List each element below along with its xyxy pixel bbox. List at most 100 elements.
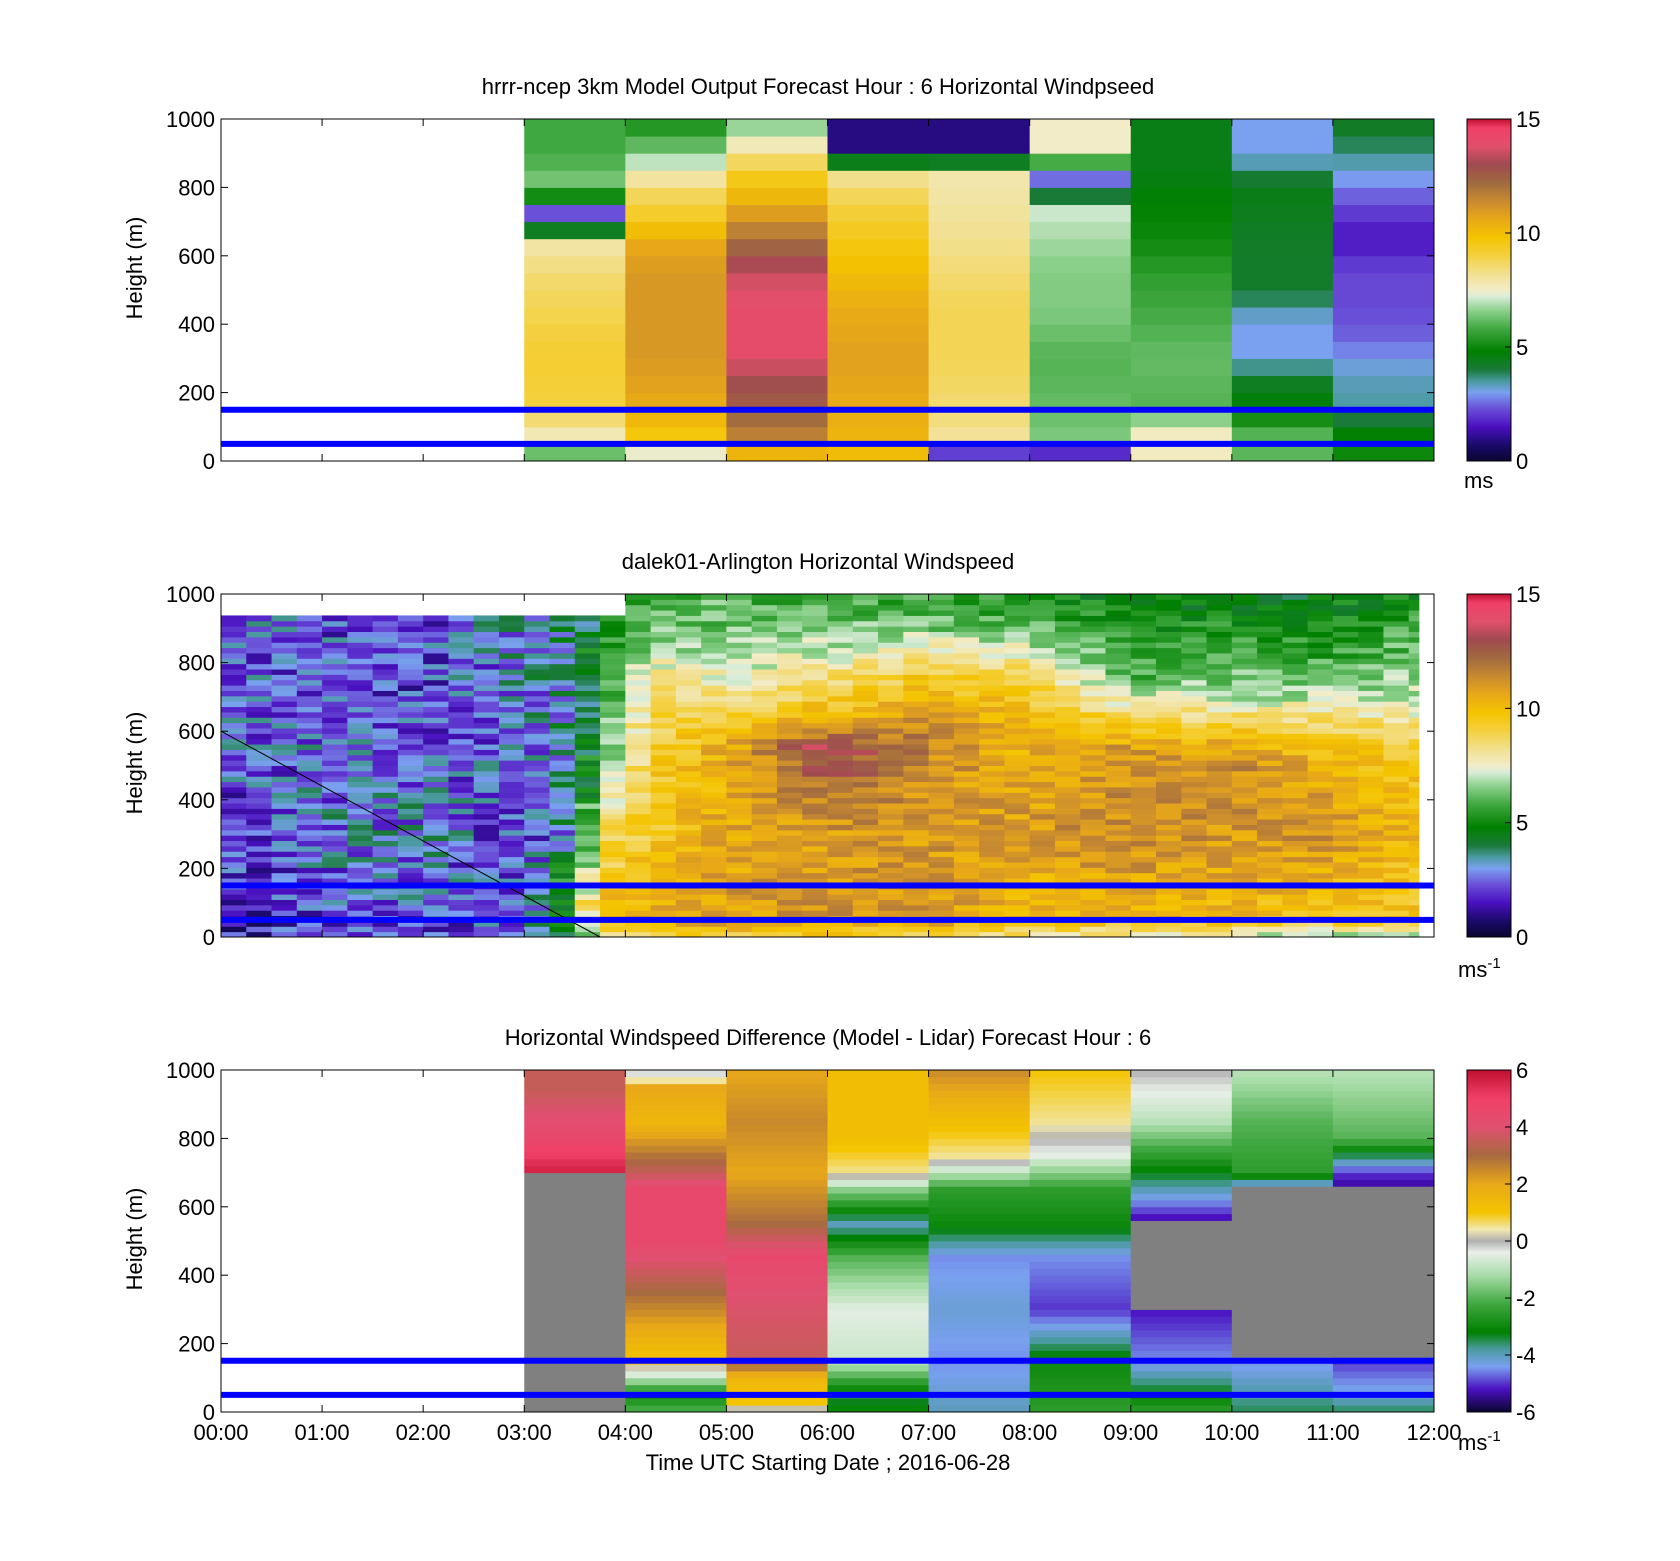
heatmap-cell	[852, 770, 879, 777]
heatmap-cell	[625, 1213, 727, 1221]
heatmap-cell	[1130, 856, 1157, 863]
heatmap-cell	[423, 674, 449, 681]
heatmap-cell	[903, 776, 930, 783]
colorbar-tick-label: 0	[1516, 1229, 1528, 1254]
heatmap-cell	[1257, 754, 1283, 761]
heatmap-cell	[1029, 620, 1056, 627]
heatmap-cell	[1408, 620, 1420, 627]
heatmap-cell	[322, 894, 348, 900]
heatmap-cell	[347, 819, 374, 825]
heatmap-cell	[498, 819, 525, 825]
heatmap-cell	[372, 899, 399, 906]
heatmap-cell	[271, 701, 298, 708]
heatmap-cell	[1307, 861, 1334, 868]
heatmap-cell	[776, 776, 803, 783]
heatmap-cell	[878, 803, 904, 809]
heatmap-cell	[701, 599, 727, 606]
heatmap-cell	[1156, 631, 1182, 638]
heatmap-cell	[498, 926, 525, 933]
heatmap-cell	[928, 1117, 1031, 1126]
heatmap-cell	[1054, 663, 1081, 670]
heatmap-cell	[650, 926, 677, 933]
heatmap-cell	[625, 324, 727, 342]
heatmap-cell	[1181, 610, 1208, 616]
heatmap-cell	[625, 835, 652, 842]
heatmap-cell	[1054, 840, 1081, 847]
heatmap-cell	[953, 631, 980, 638]
heatmap-cell	[1231, 375, 1334, 394]
heatmap-cell	[1231, 878, 1258, 884]
heatmap-cell	[574, 717, 601, 724]
heatmap-cell	[524, 1336, 626, 1345]
heatmap-cell	[979, 760, 1005, 766]
heatmap-cell	[1257, 840, 1283, 847]
heatmap-cell	[852, 674, 879, 681]
heatmap-cell	[1029, 658, 1056, 665]
heatmap-cell	[600, 851, 626, 858]
heatmap-cell	[1282, 824, 1309, 831]
heatmap-cell	[498, 781, 525, 788]
heatmap-cell	[1307, 872, 1334, 879]
heatmap-cell	[498, 797, 525, 804]
heatmap-cell	[347, 733, 374, 740]
heatmap-cell	[397, 829, 424, 836]
heatmap-cell	[322, 695, 348, 702]
heatmap-cell	[928, 1070, 1031, 1078]
heatmap-cell	[1156, 781, 1182, 788]
heatmap-cell	[1029, 170, 1132, 188]
heatmap-cell	[1282, 920, 1309, 927]
heatmap-cell	[1282, 620, 1309, 627]
heatmap-cell	[1332, 690, 1359, 697]
heatmap-cell	[372, 803, 399, 809]
heatmap-cell	[1130, 867, 1157, 874]
heatmap-cell	[953, 888, 980, 895]
heatmap-cell	[296, 856, 323, 863]
heatmap-cell	[1130, 626, 1157, 633]
heatmap-cell	[322, 615, 348, 622]
heatmap-cell	[953, 733, 980, 740]
heatmap-cell	[423, 765, 449, 772]
heatmap-cell	[524, 1186, 626, 1194]
heatmap-cell	[1080, 685, 1106, 691]
heatmap-cell	[1130, 1405, 1233, 1413]
heatmap-cell	[1029, 1199, 1132, 1208]
heatmap-cell	[1156, 835, 1182, 842]
heatmap-cell	[246, 765, 273, 772]
heatmap-cell	[776, 679, 803, 686]
heatmap-cell	[701, 899, 727, 906]
heatmap-cell	[802, 813, 828, 820]
heatmap-cell	[751, 652, 778, 659]
heatmap-cell	[625, 685, 652, 691]
heatmap-cell	[1307, 749, 1334, 756]
heatmap-cell	[1004, 738, 1031, 745]
heatmap-cell	[397, 620, 424, 627]
heatmap-cell	[1257, 658, 1283, 665]
heatmap-cell	[903, 738, 930, 745]
heatmap-cell	[928, 695, 955, 702]
heatmap-cell	[1408, 808, 1420, 815]
heatmap-cell	[322, 797, 348, 804]
heatmap-cell	[347, 620, 374, 627]
heatmap-cell	[574, 867, 601, 874]
heatmap-cell	[1282, 813, 1309, 820]
heatmap-cell	[979, 931, 1005, 938]
heatmap-cell	[1029, 272, 1132, 291]
heatmap-cell	[372, 931, 399, 938]
heatmap-cell	[1231, 1254, 1334, 1263]
heatmap-cell	[1307, 658, 1334, 665]
heatmap-cell	[1408, 706, 1420, 713]
heatmap-cell	[726, 1316, 828, 1324]
heatmap-cell	[928, 604, 955, 611]
heatmap-cell	[372, 813, 399, 820]
heatmap-cell	[701, 797, 727, 804]
heatmap-cell	[498, 813, 525, 820]
heatmap-cell	[271, 733, 298, 740]
heatmap-cell	[246, 856, 273, 863]
heatmap-cell	[524, 856, 551, 863]
x-tick-label: 04:00	[598, 1420, 653, 1445]
heatmap-cell	[1130, 290, 1233, 308]
heatmap-cell	[802, 727, 828, 734]
heatmap-cell	[827, 685, 854, 691]
heatmap-cell	[1181, 652, 1208, 659]
